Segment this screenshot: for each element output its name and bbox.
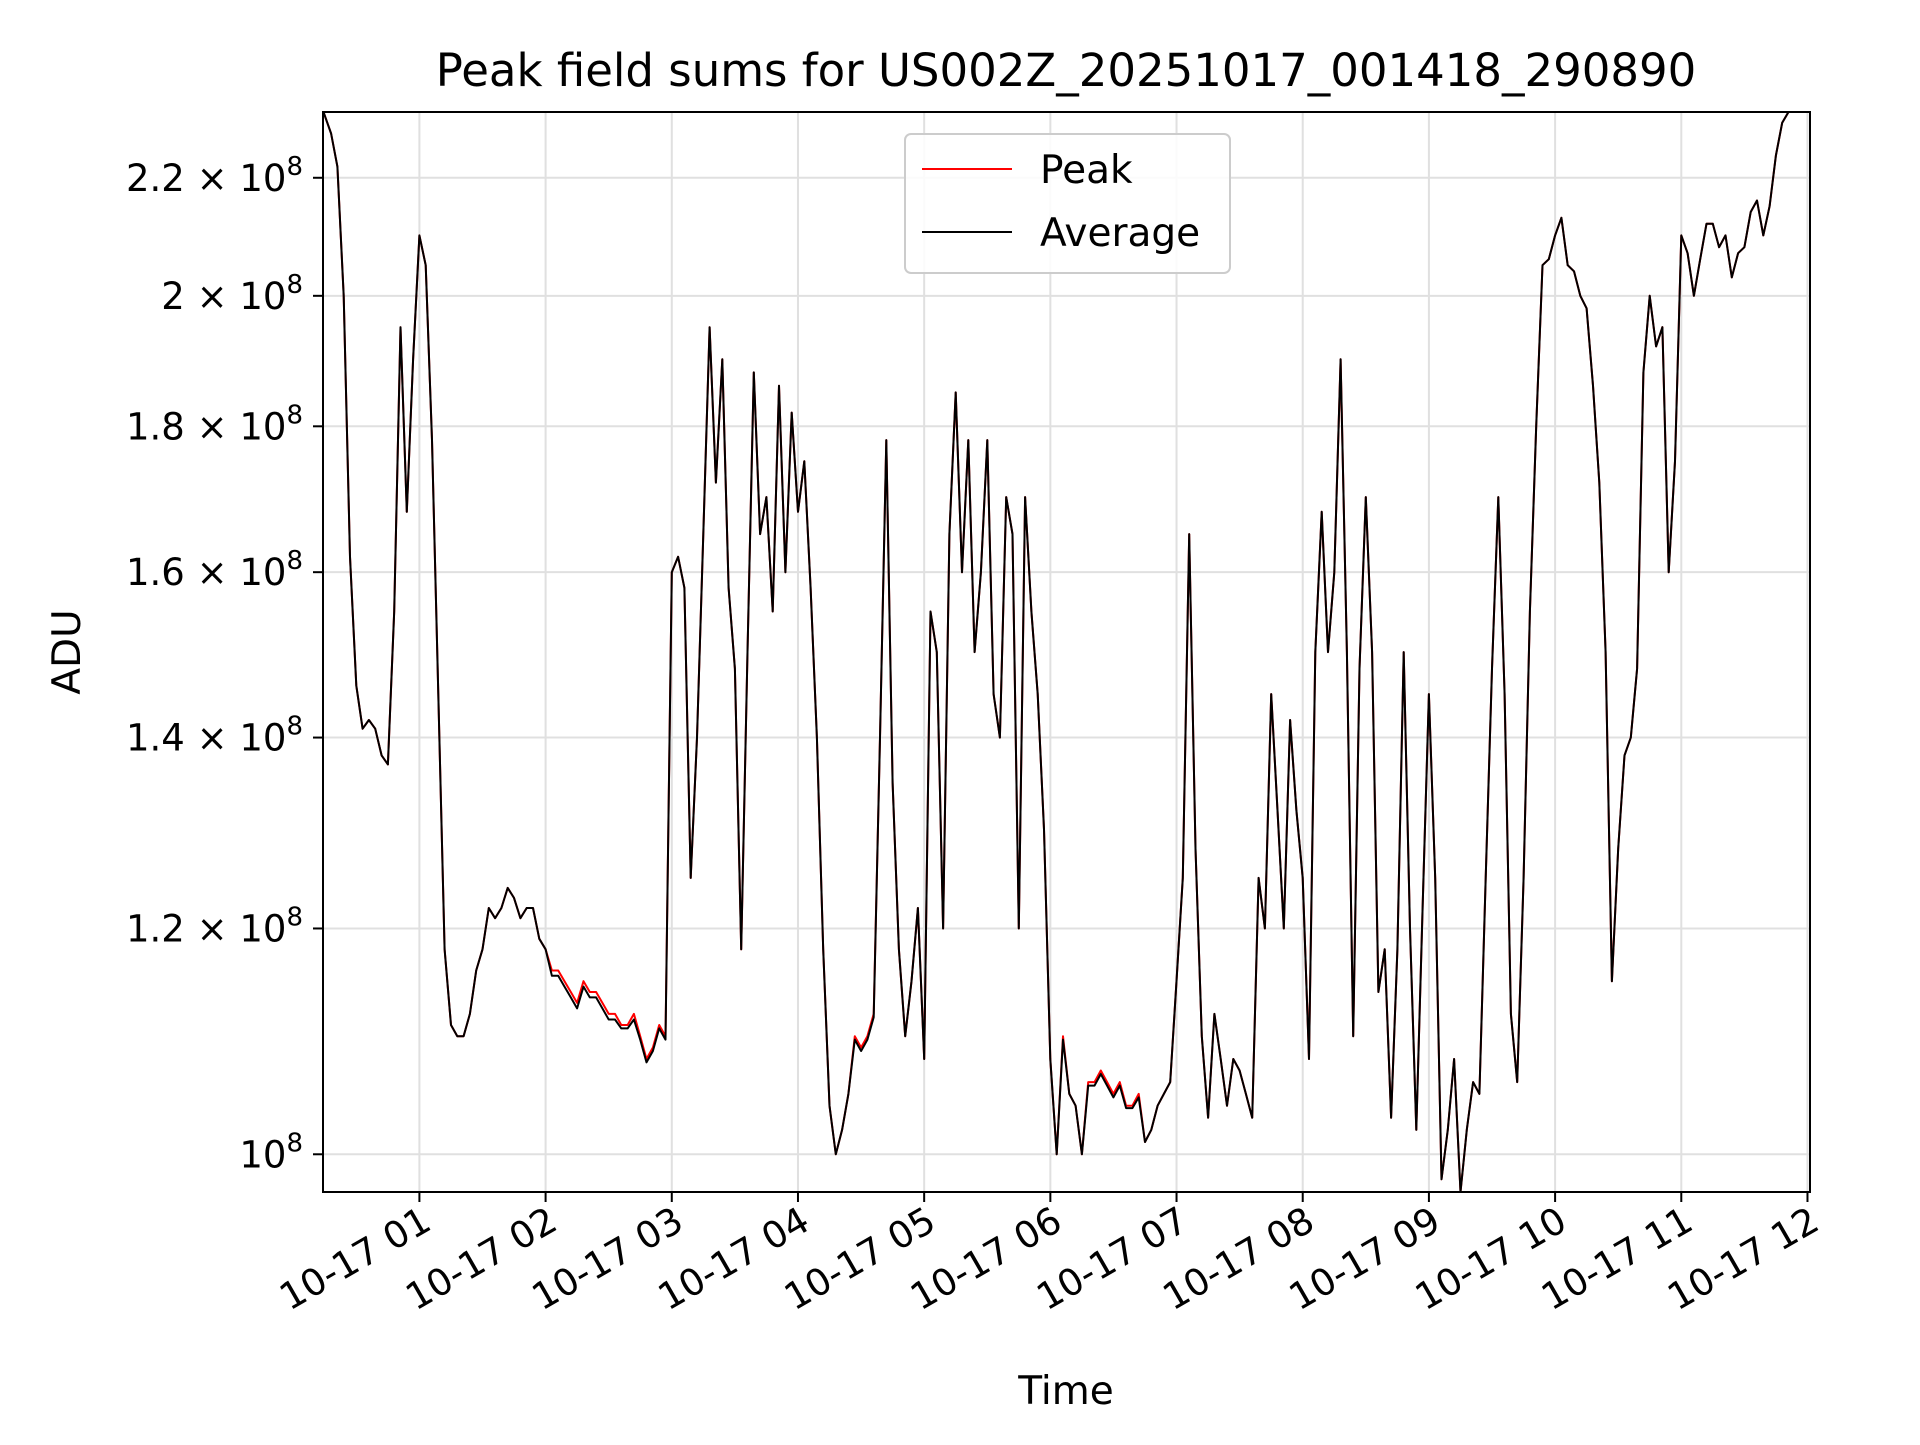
y-tick-label: 1.8 × 108 — [126, 400, 303, 448]
legend: Peak Average — [904, 133, 1231, 274]
y-tick-label: 1.6 × 108 — [126, 546, 303, 594]
legend-label-peak: Peak — [1040, 148, 1133, 193]
plot-frame — [322, 111, 1811, 1193]
y-tick-label: 1.4 × 108 — [126, 712, 303, 760]
legend-label-average: Average — [1040, 211, 1200, 256]
y-tick-label: 1.2 × 108 — [126, 902, 303, 950]
grid-layer — [323, 112, 1810, 1192]
y-tick-label: 108 — [239, 1128, 303, 1176]
series-line-average — [323, 112, 1790, 1192]
series-layer — [323, 112, 1790, 1192]
y-axis-label: ADU — [45, 609, 90, 694]
x-axis-label: Time — [1017, 1369, 1113, 1414]
y-tick-label: 2 × 108 — [161, 270, 303, 318]
chart-title: Peak field sums for US002Z_20251017_0014… — [436, 44, 1697, 97]
y-tick-label: 2.2 × 108 — [126, 152, 303, 200]
y-axis: 108 1.2 × 108 1.4 × 108 1.6 × 108 1.8 × 108 2… — [126, 152, 323, 1176]
